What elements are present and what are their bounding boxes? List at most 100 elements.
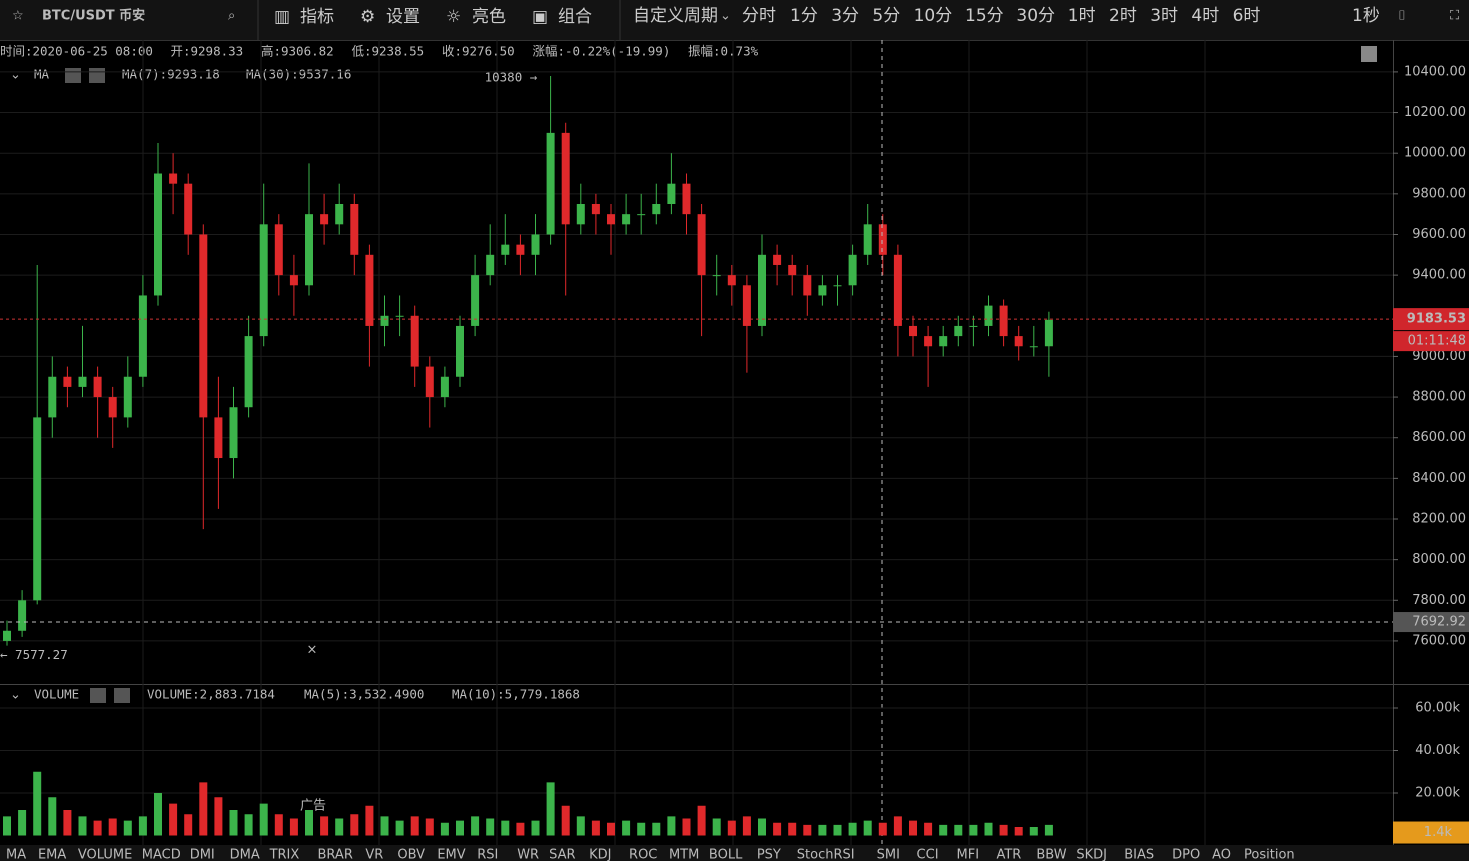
period[interactable]: 6时 xyxy=(1233,6,1261,26)
tool-icon[interactable]: ☼ xyxy=(446,7,461,27)
info-label: 开: xyxy=(171,44,191,59)
settings-btn[interactable] xyxy=(90,688,106,703)
indicator-tab[interactable]: DMA xyxy=(230,848,260,861)
info-value: 9298.33 xyxy=(191,44,244,59)
fullscreen-icon[interactable]: ⛶ xyxy=(1449,9,1460,24)
candle-body xyxy=(63,376,72,387)
indicator-tab[interactable]: MA xyxy=(6,848,26,861)
indicator-tab[interactable]: StochRSI xyxy=(797,848,855,861)
indicator-tab[interactable]: ATR xyxy=(996,848,1021,861)
volume-bar xyxy=(758,818,766,836)
volume-bar xyxy=(259,803,268,836)
period[interactable]: 10分 xyxy=(914,6,953,26)
period[interactable]: 2时 xyxy=(1109,6,1137,26)
chevron: ⌄ xyxy=(720,9,731,24)
tool-icon[interactable]: ⚙ xyxy=(360,7,375,27)
period[interactable]: 5分 xyxy=(872,6,900,26)
tool[interactable]: 指标 xyxy=(300,7,334,27)
camera-icon[interactable]: ⌷ xyxy=(1398,9,1406,24)
indicator-tab[interactable]: VOLUME xyxy=(78,848,132,861)
info-value: -0.22%(-19.99) xyxy=(565,44,670,59)
last-volume: 1.4k xyxy=(1424,825,1453,840)
indicator-tab[interactable]: CCI xyxy=(917,848,939,861)
indicator-tab[interactable]: RSI xyxy=(477,848,498,861)
tool[interactable]: 组合 xyxy=(558,7,592,27)
y-tick-label: 10400.00 xyxy=(1404,64,1466,79)
volume-bar xyxy=(712,818,721,836)
volume-bar xyxy=(637,822,646,836)
candle-body xyxy=(3,630,11,641)
star-icon[interactable]: ☆ xyxy=(12,9,24,24)
tool-icon[interactable]: ▣ xyxy=(532,7,548,27)
indicator-tab[interactable]: BOLL xyxy=(709,848,743,861)
indicator-tab[interactable]: OBV xyxy=(397,848,425,861)
volume-bar xyxy=(350,814,359,836)
close-btn[interactable] xyxy=(89,68,105,83)
last-price-tag xyxy=(1393,308,1469,331)
period[interactable]: 1分 xyxy=(790,6,818,26)
candle-body xyxy=(561,132,570,225)
volume-bar xyxy=(501,820,510,836)
volume-bar xyxy=(863,820,872,836)
indicator-tab[interactable]: DMI xyxy=(190,848,215,861)
indicator-tab[interactable]: EMA xyxy=(38,848,66,861)
candle-body xyxy=(833,285,842,287)
search-icon[interactable]: ⌕ xyxy=(228,9,235,24)
indicator-tab[interactable]: EMV xyxy=(437,848,465,861)
indicator-tab[interactable]: SMI xyxy=(877,848,900,861)
period[interactable]: 4时 xyxy=(1191,6,1219,26)
indicator-tab[interactable]: KDJ xyxy=(589,848,611,861)
info-value: 9238.55 xyxy=(372,44,425,59)
close-btn[interactable] xyxy=(114,688,130,703)
candle-body xyxy=(954,325,963,337)
volume-bar xyxy=(878,822,887,836)
indicator-tab[interactable]: BRAR xyxy=(318,848,353,861)
symbol[interactable]: BTC/USDT 币安 xyxy=(42,8,145,24)
indicator-tab[interactable]: DPO xyxy=(1172,848,1200,861)
indicator-tab[interactable]: Position xyxy=(1244,848,1295,861)
volume-label: VOLUME:2,883.7184 xyxy=(147,687,275,702)
volume-bar xyxy=(214,797,223,836)
indicator-tab[interactable]: MTM xyxy=(669,848,699,861)
tool-icon[interactable]: ▥ xyxy=(274,7,290,27)
indicator-tab[interactable]: SKDJ xyxy=(1076,848,1107,861)
refresh[interactable]: 1秒 xyxy=(1352,6,1380,26)
info-value: 2020-06-25 08:00 xyxy=(33,44,153,59)
period[interactable]: 15分 xyxy=(965,6,1004,26)
indicator-tab[interactable]: VR xyxy=(365,848,383,861)
volume-bar xyxy=(622,820,631,836)
volume-bar xyxy=(909,820,917,836)
period[interactable]: 1时 xyxy=(1068,6,1096,26)
indicator-tab[interactable]: AO xyxy=(1212,848,1231,861)
indicator-tab[interactable]: BIAS xyxy=(1124,848,1154,861)
indicator-tab[interactable]: MFI xyxy=(957,848,980,861)
period[interactable]: 分时 xyxy=(742,6,776,26)
period[interactable]: 3时 xyxy=(1150,6,1178,26)
indicator-tab[interactable]: SAR xyxy=(549,848,575,861)
volume-bar xyxy=(1044,824,1053,836)
last-price: 9183.53 xyxy=(1407,312,1466,327)
volume-bar xyxy=(924,822,933,836)
volume-bar xyxy=(305,810,313,836)
indicator-tab[interactable]: PSY xyxy=(757,848,781,861)
volume-bar xyxy=(169,803,178,836)
candle-body xyxy=(365,254,374,326)
indicator-tab[interactable]: ROC xyxy=(629,848,657,861)
indicator-tab[interactable]: TRIX xyxy=(269,848,300,861)
volume-bar xyxy=(380,816,389,836)
tool[interactable]: 亮色 xyxy=(472,7,506,27)
period[interactable]: 自定义周期 xyxy=(633,6,718,26)
period[interactable]: 30分 xyxy=(1016,6,1055,26)
indicator-tab[interactable]: BBW xyxy=(1036,848,1066,861)
price-area xyxy=(0,41,1393,42)
candle-body xyxy=(878,224,887,255)
indicator-tab[interactable]: WR xyxy=(517,848,539,861)
candle-body xyxy=(546,132,555,235)
info-label: 涨幅: xyxy=(533,44,566,59)
period[interactable]: 3分 xyxy=(831,6,859,26)
indicator-tab[interactable]: MACD xyxy=(142,848,181,861)
tool[interactable]: 设置 xyxy=(386,7,420,27)
settings-btn[interactable] xyxy=(65,68,81,83)
candle-body xyxy=(818,285,827,296)
expand-icon[interactable] xyxy=(1361,46,1377,62)
